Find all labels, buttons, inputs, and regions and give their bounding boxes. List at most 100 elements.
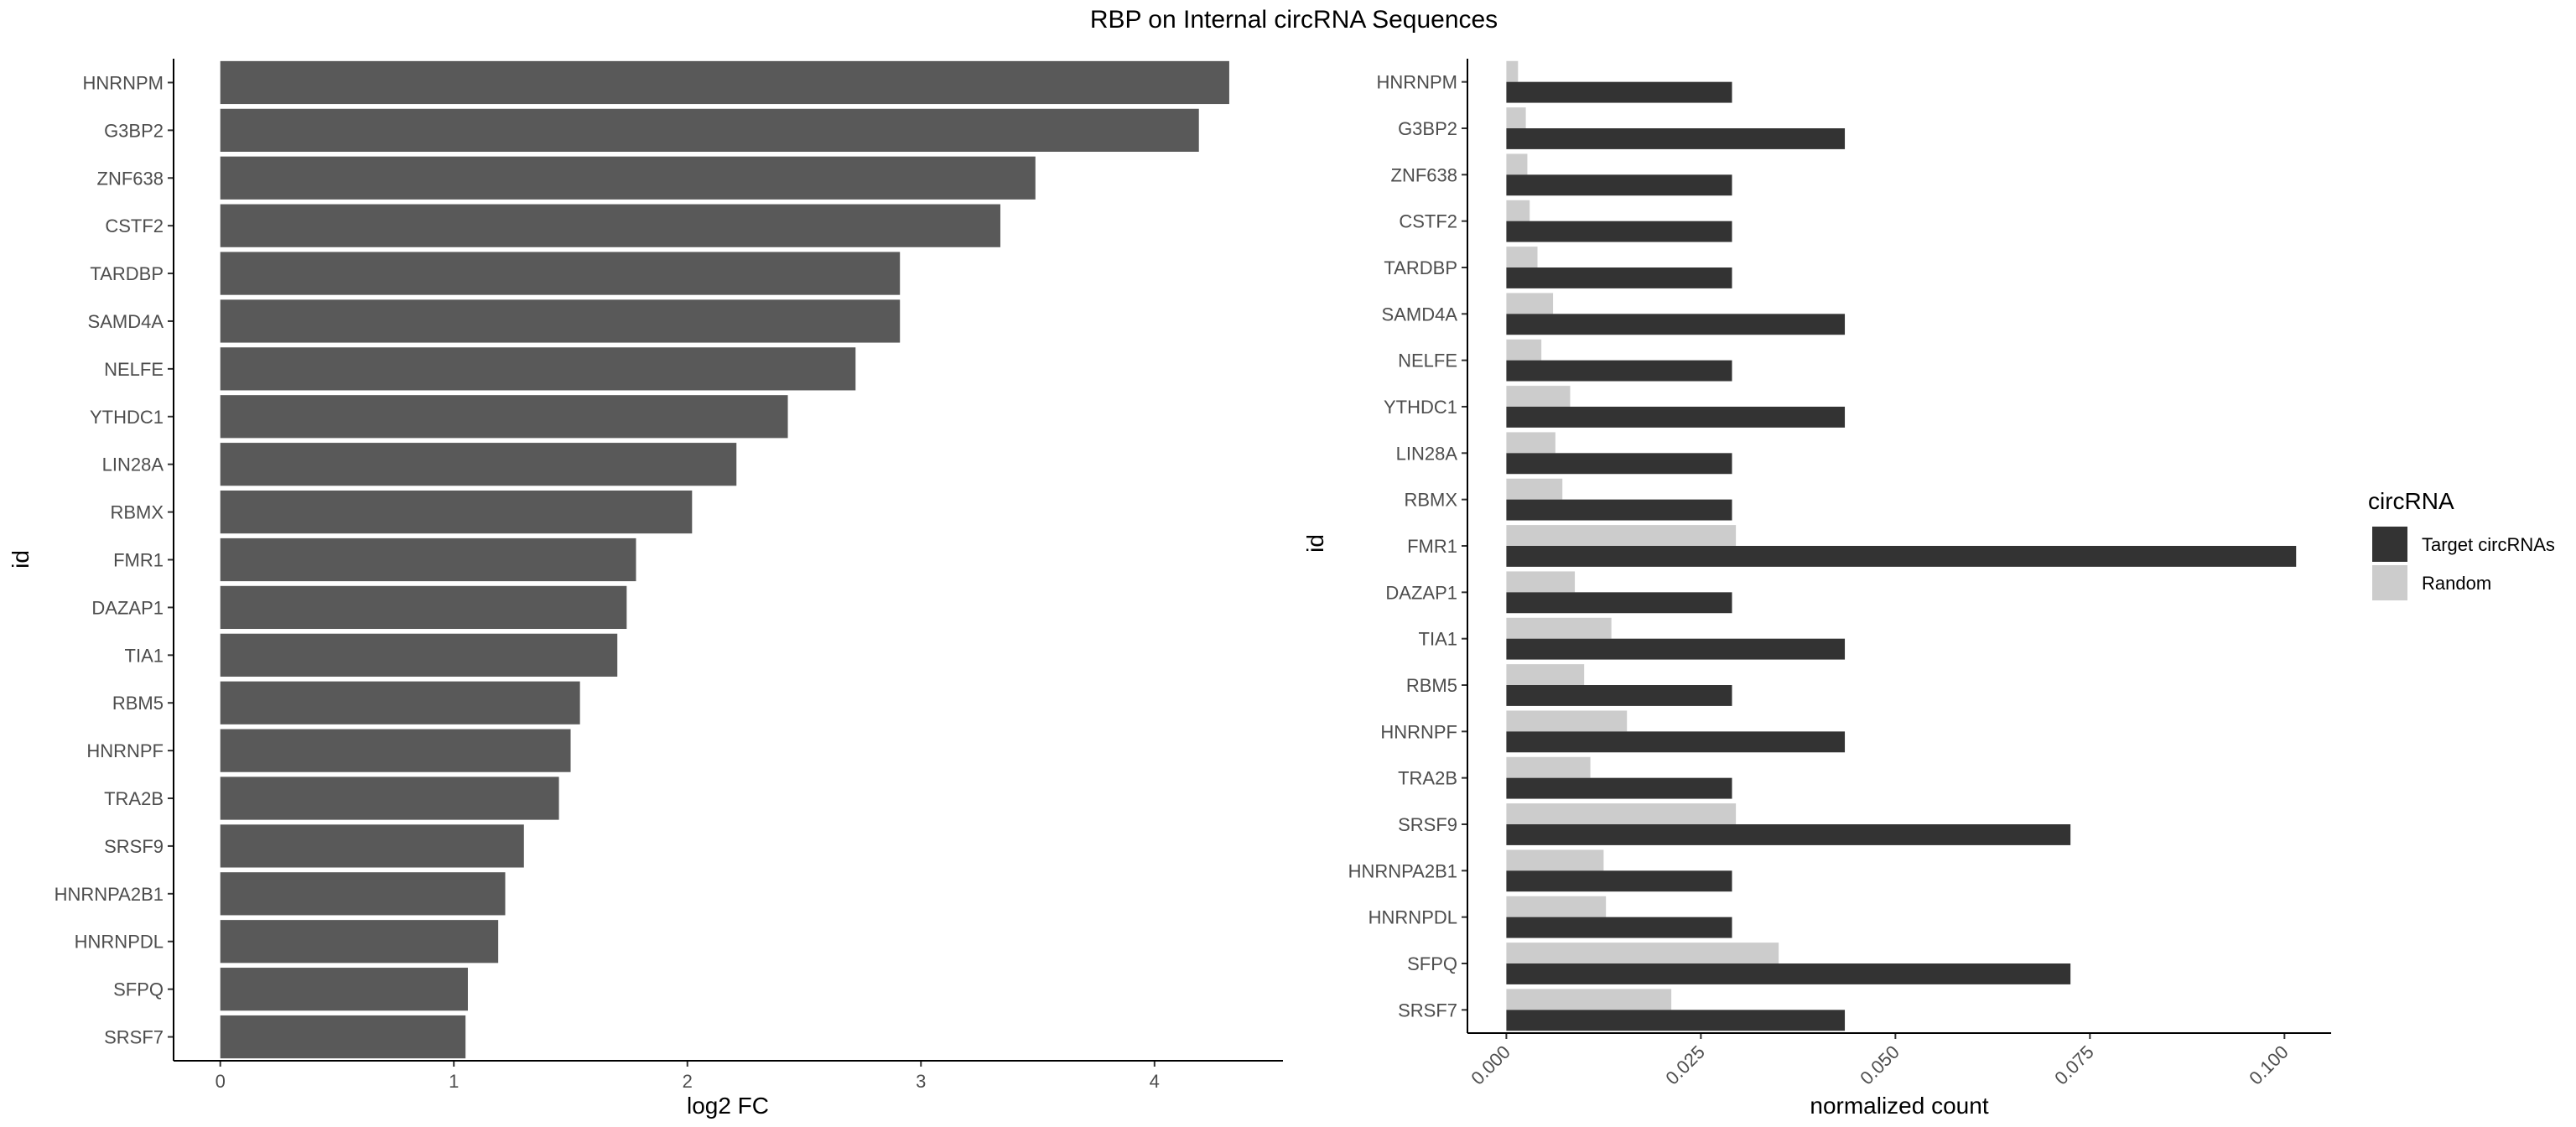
y-tick-label: TIA1 (1419, 629, 1457, 650)
left-y-axis-title: id (8, 550, 34, 569)
y-tick-label: NELFE (1398, 351, 1457, 371)
y-tick-label: RBMX (1404, 490, 1457, 511)
y-tick-label: SAMD4A (1382, 304, 1458, 325)
right-y-tick-labels: HNRNPM G3BP2 ZNF638 CSTF2 TARDBP SAMD4A NELFE Y… (1348, 72, 1467, 1021)
right-bars (1506, 60, 2297, 1031)
bar-random-cstf2 (1506, 200, 1530, 221)
bar-random-lin28a (1506, 432, 1555, 454)
y-tick-label: LIN28A (102, 454, 164, 475)
bar-hnrnpf (220, 729, 571, 772)
bar-target-circrnas-tra2b (1506, 777, 1732, 799)
y-tick-label: SRSF7 (104, 1027, 164, 1048)
x-tick-label: 0 (216, 1071, 226, 1092)
bar-target-circrnas-tardbp (1506, 267, 1732, 288)
y-tick-label: DAZAP1 (1385, 582, 1457, 603)
y-tick-label: HNRNPDL (1368, 907, 1457, 928)
left-bars (220, 60, 1229, 1059)
bar-random-rbm5 (1506, 664, 1585, 685)
legend: circRNA Target circRNAs Random (2368, 488, 2555, 600)
y-tick-label: NELFE (104, 359, 164, 380)
bar-random-sfpq (1506, 943, 1779, 963)
bar-random-hnrnpm (1506, 60, 1519, 82)
bar-tra2b (220, 776, 559, 820)
x-tick-label: 2 (683, 1071, 693, 1092)
y-tick-label: TARDBP (1384, 257, 1457, 278)
bar-tardbp (220, 252, 901, 295)
y-tick-label: CSTF2 (1399, 211, 1457, 232)
y-tick-label: RBM5 (112, 693, 164, 714)
bar-target-circrnas-hnrnpm (1506, 81, 1732, 103)
y-tick-label: HNRNPA2B1 (55, 884, 164, 905)
legend-label-random: Random (2422, 573, 2491, 594)
y-tick-label: YTHDC1 (90, 407, 164, 428)
bar-target-circrnas-srsf7 (1506, 1010, 1846, 1031)
bar-random-hnrnpf (1506, 710, 1628, 732)
bar-hnrnpa2b1 (220, 872, 506, 916)
bar-samd4a (220, 299, 901, 343)
bar-target-circrnas-hnrnpa2b1 (1506, 870, 1732, 892)
right-x-tick-labels: 0.000 0.025 0.050 0.075 0.100 (1467, 1033, 2293, 1088)
bar-target-circrnas-fmr1 (1506, 546, 2297, 567)
bar-random-g3bp2 (1506, 107, 1526, 128)
bar-srsf7 (220, 1015, 466, 1059)
y-tick-label: LIN28A (1396, 443, 1458, 464)
bar-srsf9 (220, 824, 524, 868)
bar-lin28a (220, 443, 737, 486)
x-tick-label: 0.100 (2245, 1041, 2293, 1089)
y-tick-label: RBM5 (1406, 675, 1457, 696)
bar-target-circrnas-lin28a (1506, 453, 1732, 475)
y-tick-label: HNRNPA2B1 (1348, 860, 1457, 881)
bar-target-circrnas-g3bp2 (1506, 128, 1846, 149)
bar-random-hnrnpdl (1506, 896, 1607, 917)
bar-hnrnpm (220, 60, 1229, 105)
x-tick-label: 0.000 (1467, 1041, 1514, 1089)
y-tick-label: SRSF9 (1398, 814, 1457, 835)
bar-random-srsf9 (1506, 803, 1737, 824)
y-tick-label: G3BP2 (1398, 118, 1457, 139)
bar-target-circrnas-ythdc1 (1506, 407, 1846, 428)
bar-random-dazap1 (1506, 571, 1576, 593)
bar-cstf2 (220, 204, 1000, 247)
x-tick-label: 0.075 (2050, 1041, 2098, 1089)
bar-random-rbmx (1506, 478, 1563, 500)
bar-rbmx (220, 490, 693, 534)
bar-random-tardbp (1506, 247, 1538, 267)
left-x-axis-title: log2 FC (687, 1093, 769, 1119)
bar-random-ythdc1 (1506, 386, 1571, 407)
y-tick-label: HNRNPDL (75, 932, 164, 953)
y-tick-label: ZNF638 (1391, 164, 1457, 185)
x-tick-label: 4 (1150, 1071, 1160, 1092)
y-tick-label: YTHDC1 (1384, 397, 1457, 418)
x-tick-label: 3 (916, 1071, 926, 1092)
bar-target-circrnas-samd4a (1506, 314, 1846, 335)
y-tick-label: ZNF638 (97, 168, 164, 189)
y-tick-label: HNRNPM (82, 72, 164, 93)
bar-hnrnpdl (220, 920, 499, 963)
bar-random-tia1 (1506, 617, 1612, 639)
left-panel: HNRNPM G3BP2 ZNF638 CSTF2 TARDBP SAMD4A NELFE Y… (8, 59, 1283, 1119)
y-tick-label: SRSF7 (1398, 1000, 1457, 1021)
right-y-axis-title: id (1302, 534, 1328, 553)
bar-fmr1 (220, 538, 636, 582)
x-tick-label: 0.025 (1661, 1041, 1709, 1089)
y-tick-label: TRA2B (1398, 768, 1457, 789)
chart-title: RBP on Internal circRNA Sequences (1090, 6, 1498, 34)
y-tick-label: SAMD4A (88, 311, 164, 332)
right-x-axis-title: normalized count (1810, 1093, 1988, 1119)
bar-target-circrnas-srsf9 (1506, 824, 2071, 845)
bar-target-circrnas-hnrnpf (1506, 731, 1846, 753)
bar-target-circrnas-znf638 (1506, 174, 1732, 196)
bar-dazap1 (220, 585, 627, 630)
legend-swatch-target (2372, 527, 2407, 562)
y-tick-label: TIA1 (125, 645, 164, 666)
bar-random-fmr1 (1506, 525, 1737, 546)
legend-swatch-random (2372, 565, 2407, 600)
bar-tia1 (220, 633, 618, 677)
y-tick-label: HNRNPM (1376, 72, 1457, 93)
bar-target-circrnas-cstf2 (1506, 221, 1732, 242)
legend-label-target: Target circRNAs (2422, 534, 2555, 555)
bar-target-circrnas-nelfe (1506, 360, 1732, 382)
y-tick-label: HNRNPF (86, 740, 164, 761)
y-tick-label: G3BP2 (104, 120, 164, 141)
